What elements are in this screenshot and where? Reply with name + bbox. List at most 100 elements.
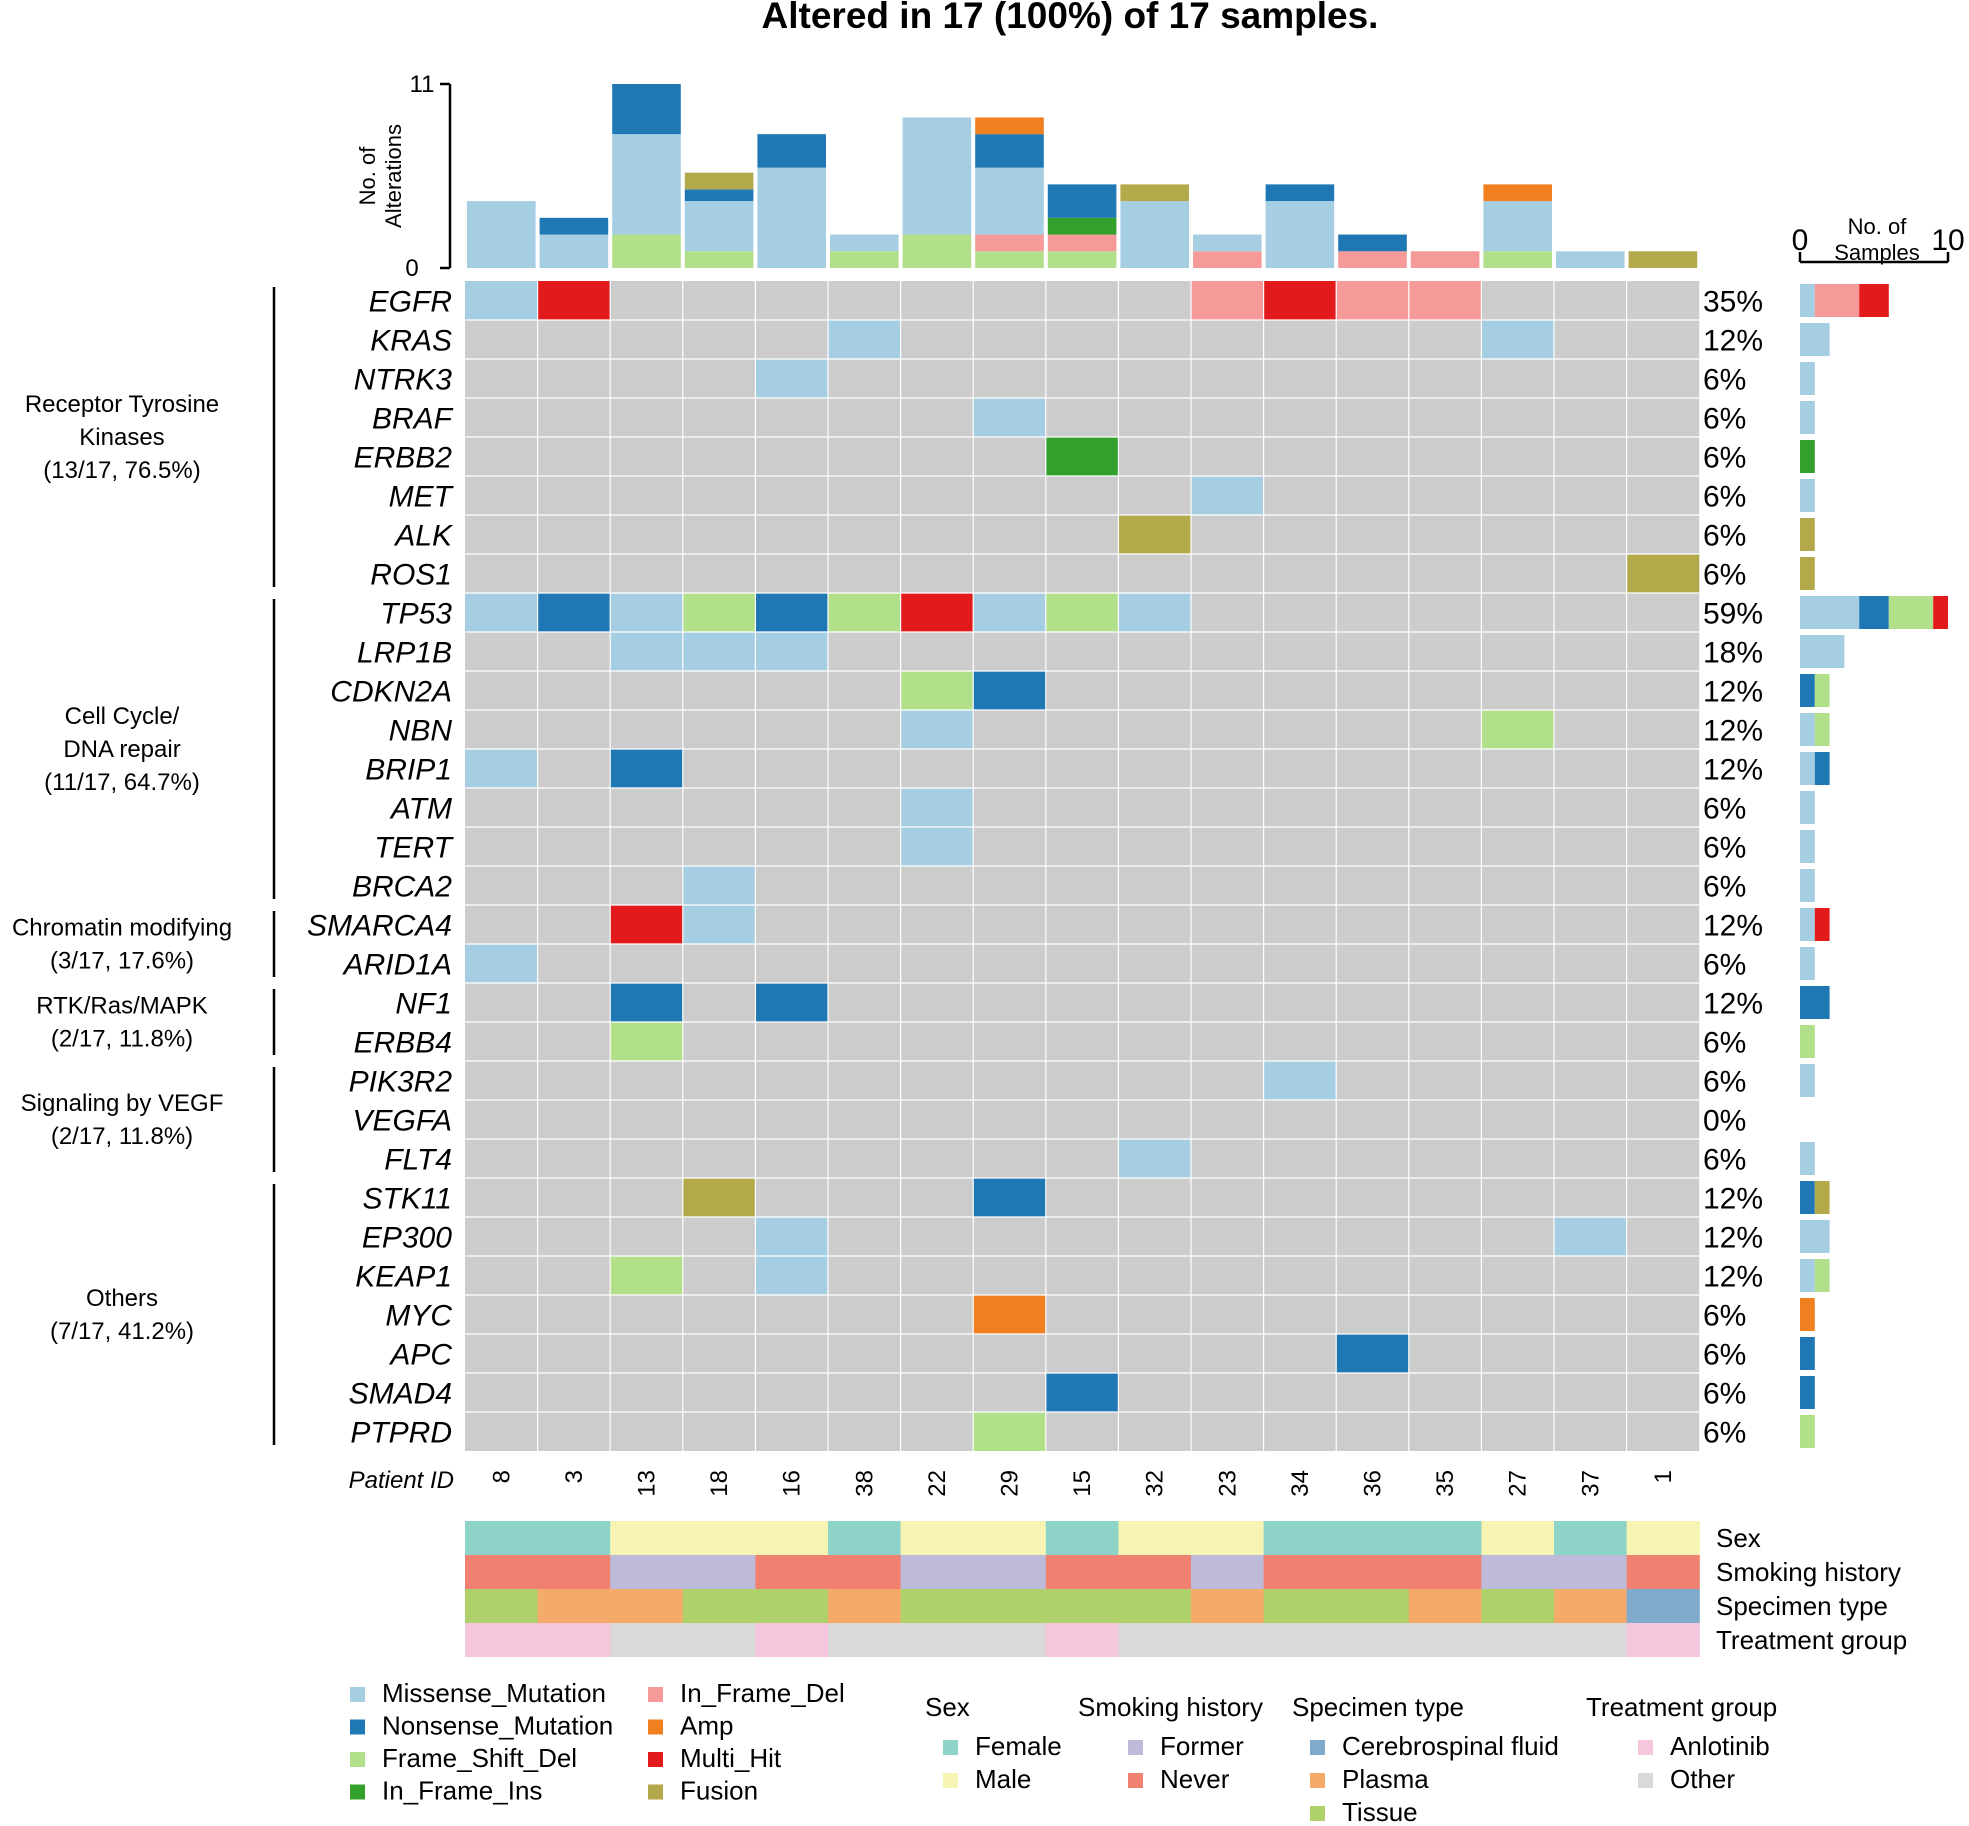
cell-lrp1b-16 (755, 632, 828, 671)
legend-swatch-cerebrospinal-fluid (1310, 1740, 1325, 1755)
track-cell-specimen-type-36 (1336, 1589, 1410, 1623)
track-label-smoking-history: Smoking history (1716, 1557, 1901, 1587)
cell-lrp1b-18 (682, 632, 756, 671)
annotation-tracks: Sex Smoking history Specimen type Treatment… (465, 1521, 1907, 1657)
pct-label-lrp1b: 18% (1703, 637, 1763, 670)
cell-cdkn2a-29 (973, 671, 1046, 710)
side-bar-segment-tp53-frame-shift-del (1888, 596, 1934, 629)
legend-swatch-multi-hit (648, 1752, 663, 1767)
cell-pik3r2-34 (1263, 1061, 1337, 1100)
top-bar-segment-22-missense-mutation (902, 117, 972, 235)
legend-swatch-nonsense-mutation (350, 1719, 365, 1735)
track-cell-specimen-type-3 (537, 1589, 611, 1623)
track-cell-smoking-history-16 (755, 1555, 829, 1589)
group-label-4: (2/17, 11.8%) (51, 1123, 193, 1150)
legend-swatch-in-frame-del (648, 1687, 663, 1702)
track-cell-sex-37 (1554, 1521, 1628, 1555)
pct-label-myc: 6% (1703, 1300, 1746, 1333)
legend: Missense_MutationNonsense_MutationFrame_… (350, 1678, 1777, 1826)
track-cell-treatment-group-27 (1481, 1623, 1555, 1657)
top-bar-tick-label: 11 (410, 71, 435, 98)
pct-label-apc: 6% (1703, 1339, 1746, 1372)
track-cell-specimen-type-16 (755, 1589, 829, 1623)
side-bar-segment-nbn-frame-shift-del (1814, 713, 1830, 746)
cell-tp53-8 (465, 593, 538, 632)
pct-label-stk11: 12% (1703, 1183, 1763, 1216)
track-cell-sex-18 (682, 1521, 756, 1555)
track-cell-specimen-type-29 (973, 1589, 1047, 1623)
top-bar-segment-23-in-frame-del (1193, 251, 1262, 268)
track-cell-treatment-group-37 (1554, 1623, 1628, 1657)
pct-label-erbb4: 6% (1703, 1027, 1746, 1060)
gene-label-tert: TERT (374, 832, 454, 865)
side-bar-segment-apc-nonsense-mutation (1800, 1337, 1815, 1370)
track-cell-sex-35 (1408, 1521, 1482, 1555)
track-cell-sex-27 (1481, 1521, 1555, 1555)
pct-label-met: 6% (1703, 481, 1746, 514)
pct-label-cdkn2a: 12% (1703, 676, 1763, 709)
legend-swatch-missense-mutation (350, 1687, 365, 1702)
side-bar-segment-keap1-missense-mutation (1800, 1259, 1815, 1292)
side-bar-segment-lrp1b-missense-mutation (1800, 635, 1845, 668)
top-bar-segment-15-nonsense-mutation (1047, 184, 1117, 218)
track-cell-smoking-history-38 (828, 1555, 902, 1589)
top-bar-segment-15-frame-shift-del (1047, 251, 1117, 268)
cell-nbn-22 (900, 710, 974, 749)
track-cell-specimen-type-32 (1118, 1589, 1192, 1623)
legend-label-in-frame-del: In_Frame_Del (680, 1678, 845, 1708)
gene-label-stk11: STK11 (363, 1183, 453, 1216)
legend-label-fusion: Fusion (680, 1776, 758, 1806)
gene-label-arid1a: ARID1A (342, 949, 452, 982)
cell-stk11-29 (973, 1178, 1046, 1217)
track-cell-smoking-history-35 (1408, 1555, 1482, 1589)
gene-label-brca2: BRCA2 (352, 871, 452, 904)
top-bar-segment-27-frame-shift-del (1483, 251, 1552, 268)
cell-ep300-37 (1554, 1217, 1627, 1256)
top-bar-segment-38-missense-mutation (830, 234, 899, 252)
gene-label-myc: MYC (385, 1300, 452, 1333)
top-bar-segment-13-nonsense-mutation (612, 84, 681, 135)
patient-id-3: 3 (561, 1470, 588, 1483)
track-cell-treatment-group-38 (828, 1623, 902, 1657)
legend-swatch-female (943, 1740, 958, 1755)
gene-label-nbn: NBN (389, 715, 453, 748)
track-cell-treatment-group-22 (900, 1623, 974, 1657)
top-bar-segment-8-missense-mutation (467, 201, 536, 268)
cell-tp53-16 (755, 593, 828, 632)
track-cell-smoking-history-1 (1626, 1555, 1700, 1589)
top-bar-segment-22-frame-shift-del (902, 234, 972, 268)
gene-label-kras: KRAS (370, 325, 452, 358)
side-bar-segment-smarca4-multi-hit (1814, 908, 1830, 941)
gene-label-tp53: TP53 (380, 598, 452, 631)
gene-label-vegfa: VEGFA (353, 1105, 452, 1138)
gene-labels: EGFR KRAS NTRK3 BRAF ERBB2 MET ALK ROS1 TP53 LRP1… (307, 286, 455, 1450)
top-bar-segment-36-nonsense-mutation (1338, 234, 1407, 252)
track-cell-smoking-history-32 (1118, 1555, 1192, 1589)
track-cell-smoking-history-18 (682, 1555, 756, 1589)
cell-lrp1b-13 (610, 632, 683, 671)
cell-tp53-38 (828, 593, 901, 632)
track-cell-treatment-group-29 (973, 1623, 1047, 1657)
track-cell-smoking-history-13 (610, 1555, 684, 1589)
side-bar-segment-braf-missense-mutation (1800, 401, 1815, 434)
side-bar-segment-egfr-in-frame-del (1814, 284, 1860, 317)
top-bar-segment-18-fusion (684, 172, 754, 190)
patient-id-18: 18 (706, 1470, 733, 1497)
track-cell-smoking-history-34 (1263, 1555, 1337, 1589)
pct-label-ptprd: 6% (1703, 1417, 1746, 1450)
group-label-1: (11/17, 64.7%) (44, 769, 200, 796)
cell-tp53-32 (1118, 593, 1191, 632)
pct-label-alk: 6% (1703, 520, 1746, 553)
percent-labels: 35% 12% 6% 6% 6% 6% 6% 6% 59% 18% 12% 12% 12% 6% 6% 6% 1… (1703, 286, 1763, 1450)
gene-label-flt4: FLT4 (384, 1144, 452, 1177)
gene-label-apc: APC (388, 1339, 452, 1372)
gene-label-brip1: BRIP1 (365, 754, 452, 787)
legend-label-cerebrospinal-fluid: Cerebrospinal fluid (1342, 1731, 1559, 1761)
legend-label-female: Female (975, 1731, 1062, 1761)
pct-label-keap1: 12% (1703, 1261, 1763, 1294)
cell-kras-38 (828, 320, 901, 359)
cell-ptprd-29 (973, 1412, 1046, 1451)
patient-id-16: 16 (779, 1470, 806, 1497)
patient-id-23: 23 (1214, 1470, 1241, 1497)
